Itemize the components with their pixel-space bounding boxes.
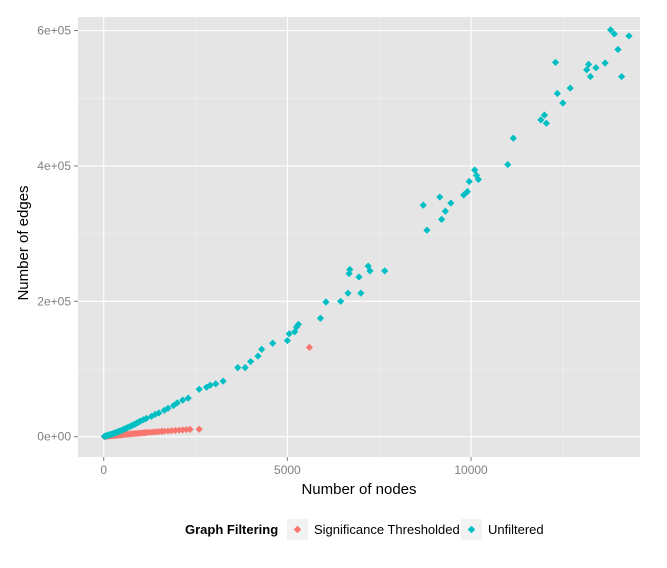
point-significance-thresholded: [305, 343, 314, 351]
point-unfiltered: [151, 410, 159, 418]
point-unfiltered: [258, 345, 266, 353]
point-unfiltered: [504, 160, 512, 169]
point-unfiltered: [625, 32, 633, 40]
x-tick-label: 0: [100, 463, 107, 477]
legend-marker-unfiltered: [467, 525, 476, 534]
point-significance-thresholded: [182, 426, 190, 434]
x-tick-label: 10000: [454, 463, 488, 477]
point-unfiltered: [195, 385, 203, 393]
point-unfiltered: [614, 45, 622, 54]
point-unfiltered: [234, 364, 242, 372]
point-significance-thresholded: [186, 425, 194, 433]
point-unfiltered: [269, 339, 277, 347]
point-unfiltered: [471, 166, 479, 174]
legend-title: Graph Filtering: [185, 522, 278, 537]
point-unfiltered: [337, 297, 345, 305]
point-unfiltered: [601, 59, 609, 67]
point-unfiltered: [542, 119, 550, 127]
point-unfiltered: [164, 404, 172, 412]
y-axis-title: Number of edges: [15, 185, 32, 300]
y-tick-label: 6e+05: [37, 24, 71, 38]
point-unfiltered: [283, 336, 291, 345]
point-unfiltered: [294, 320, 302, 328]
point-unfiltered: [537, 116, 545, 124]
point-unfiltered: [355, 273, 363, 281]
point-unfiltered: [179, 396, 187, 404]
point-unfiltered: [206, 381, 214, 389]
point-unfiltered: [357, 289, 365, 297]
point-unfiltered: [419, 201, 427, 209]
plot-panel: [78, 17, 640, 457]
point-significance-thresholded: [171, 426, 179, 435]
point-unfiltered: [509, 134, 517, 142]
point-unfiltered: [366, 267, 374, 275]
point-unfiltered: [241, 364, 249, 372]
legend-label-unfiltered: Unfiltered: [488, 522, 544, 537]
point-unfiltered: [474, 175, 482, 184]
point-unfiltered: [423, 226, 431, 234]
point-unfiltered: [147, 412, 156, 420]
point-unfiltered: [447, 199, 455, 207]
point-unfiltered: [583, 66, 591, 74]
point-unfiltered: [438, 215, 446, 223]
point-unfiltered: [540, 111, 549, 119]
point-unfiltered: [607, 26, 615, 34]
legend: Graph Filtering Significance Thresholded…: [185, 519, 544, 540]
point-significance-thresholded: [195, 425, 203, 433]
point-unfiltered: [463, 188, 471, 196]
x-axis-ticks: 0 5000 10000: [100, 457, 488, 477]
data-points: [100, 26, 633, 441]
point-unfiltered: [322, 298, 330, 306]
point-unfiltered: [155, 409, 163, 417]
point-significance-thresholded: [164, 427, 172, 435]
minor-gridlines: [78, 17, 640, 457]
point-unfiltered: [247, 357, 255, 366]
x-axis-title: Number of nodes: [301, 481, 416, 498]
legend-marker-significance: [293, 525, 302, 534]
point-unfiltered: [344, 289, 352, 297]
point-unfiltered: [436, 193, 444, 201]
point-unfiltered: [136, 417, 145, 425]
point-unfiltered: [254, 352, 262, 360]
y-tick-label: 0e+00: [37, 430, 71, 444]
point-unfiltered: [346, 265, 354, 274]
point-unfiltered: [551, 58, 560, 66]
point-significance-thresholded: [168, 427, 176, 435]
point-unfiltered: [553, 89, 561, 98]
point-unfiltered: [592, 64, 600, 72]
point-unfiltered: [559, 99, 567, 107]
point-unfiltered: [173, 399, 181, 407]
point-unfiltered: [441, 207, 449, 215]
point-unfiltered: [212, 380, 220, 388]
point-unfiltered: [219, 377, 227, 385]
point-unfiltered: [586, 72, 595, 81]
y-tick-label: 4e+05: [37, 159, 71, 173]
point-unfiltered: [364, 262, 372, 270]
point-unfiltered: [584, 60, 593, 68]
y-tick-label: 2e+05: [37, 294, 71, 308]
y-axis-ticks: 0e+00 2e+05 4e+05 6e+05: [37, 24, 78, 444]
major-gridlines: [78, 17, 640, 457]
x-tick-label: 5000: [274, 463, 301, 477]
point-unfiltered: [610, 30, 618, 38]
point-unfiltered: [381, 267, 389, 275]
point-unfiltered: [618, 72, 626, 81]
legend-label-significance: Significance Thresholded: [314, 522, 460, 537]
point-unfiltered: [566, 84, 574, 92]
point-unfiltered: [184, 394, 192, 402]
point-unfiltered: [285, 330, 293, 338]
point-unfiltered: [465, 177, 473, 186]
point-unfiltered: [316, 314, 325, 322]
